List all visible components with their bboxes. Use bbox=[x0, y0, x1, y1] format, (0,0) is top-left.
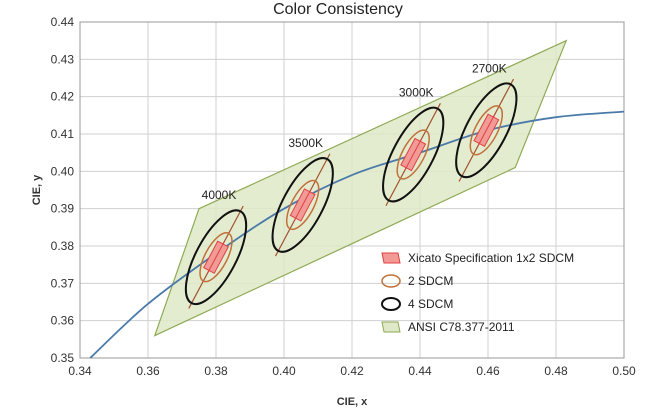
xicato-axis bbox=[477, 114, 496, 147]
cct-label: 4000K bbox=[202, 188, 237, 202]
sdcm2-ellipse bbox=[285, 179, 320, 231]
x-tick-label: 0.48 bbox=[544, 364, 568, 378]
y-tick-label: 0.38 bbox=[51, 239, 75, 253]
planckian-locus bbox=[89, 110, 625, 359]
x-axis-title: CIE, x bbox=[337, 396, 368, 408]
legend-xicato-swatch bbox=[381, 252, 401, 264]
legend: Xicato Specification 1x2 SDCM 2 SDCM 4 SDC… bbox=[381, 251, 574, 334]
sdcm2-ellipse bbox=[199, 232, 233, 283]
legend-symbol-sdcm4 bbox=[381, 297, 401, 311]
y-tick-label: 0.44 bbox=[51, 15, 75, 29]
legend-sdcm4-swatch bbox=[381, 297, 401, 311]
x-tick-label: 0.46 bbox=[476, 364, 500, 378]
ellipse-layer: 4000K 3500K 3000K 2700K bbox=[184, 61, 518, 309]
cct-ellipse-group bbox=[271, 153, 334, 257]
legend-label: ANSI C78.377-2011 bbox=[408, 320, 515, 334]
legend-label: Xicato Specification 1x2 SDCM bbox=[408, 251, 574, 265]
legend-label: 4 SDCM bbox=[408, 297, 453, 311]
sdcm4-ellipse bbox=[184, 209, 248, 306]
chart-title: Color Consistency bbox=[273, 1, 403, 18]
x-tick-label: 0.42 bbox=[340, 364, 364, 378]
y-tick-label: 0.36 bbox=[51, 314, 75, 328]
y-tick-label: 0.35 bbox=[51, 351, 75, 365]
cct-label: 3000K bbox=[399, 86, 434, 100]
cct-label: 3500K bbox=[288, 136, 323, 150]
x-tick-label: 0.36 bbox=[136, 364, 160, 378]
sdcm4-ellipse bbox=[271, 157, 334, 253]
legend-symbol-xicato bbox=[381, 252, 401, 264]
legend-symbol-ansi bbox=[381, 321, 401, 333]
ticks-layer: 0.34 0.36 0.38 0.40 0.42 0.44 0.46 0.48 0.50 0.35… bbox=[51, 15, 636, 378]
legend-label: 2 SDCM bbox=[408, 274, 453, 288]
x-tick-label: 0.44 bbox=[408, 364, 432, 378]
x-tick-label: 0.34 bbox=[68, 364, 92, 378]
sdcm4-ellipse bbox=[382, 106, 445, 203]
x-tick-label: 0.50 bbox=[612, 364, 636, 378]
cct-ellipse-group bbox=[455, 78, 518, 182]
plot-border bbox=[79, 21, 625, 359]
y-tick-label: 0.42 bbox=[51, 90, 75, 104]
sdcm2-ellipse bbox=[469, 105, 504, 156]
ansi-region bbox=[153, 39, 568, 337]
cct-ellipse-group bbox=[184, 205, 248, 309]
y-tick-label: 0.43 bbox=[51, 52, 75, 66]
x-tick-label: 0.40 bbox=[272, 364, 296, 378]
y-tick-label: 0.37 bbox=[51, 276, 75, 290]
sdcm2-ellipse bbox=[396, 129, 430, 180]
y-tick-label: 0.41 bbox=[51, 127, 75, 141]
cct-label: 2700K bbox=[472, 61, 507, 75]
y-tick-label: 0.40 bbox=[51, 164, 75, 178]
y-axis-title: CIE, y bbox=[31, 174, 43, 205]
x-tick-label: 0.38 bbox=[204, 364, 228, 378]
legend-ansi-swatch bbox=[381, 321, 401, 333]
legend-symbol-sdcm2 bbox=[381, 274, 401, 288]
cct-ellipse-group bbox=[382, 103, 445, 207]
legend-sdcm2-swatch bbox=[381, 274, 401, 288]
xicato-axis bbox=[404, 138, 423, 171]
sdcm4-ellipse bbox=[455, 82, 518, 179]
y-tick-label: 0.39 bbox=[51, 202, 75, 216]
xicato-axis bbox=[293, 188, 312, 222]
ansi-layer bbox=[153, 39, 568, 337]
locus-layer bbox=[89, 110, 625, 359]
xicato-axis bbox=[207, 241, 225, 274]
